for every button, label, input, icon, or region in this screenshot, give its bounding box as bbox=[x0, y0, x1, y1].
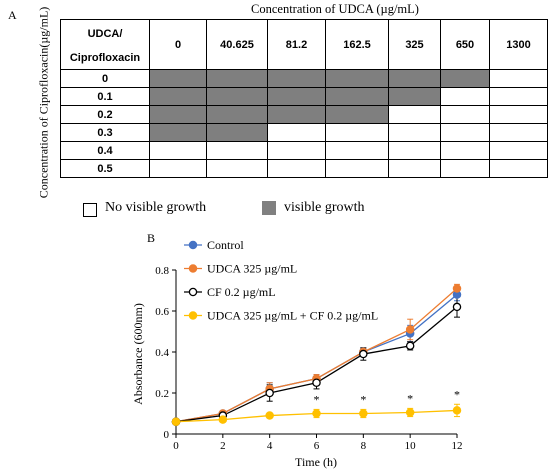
legend-marker bbox=[188, 287, 198, 297]
y-tick-label: 0.6 bbox=[155, 306, 169, 318]
checkerboard-table: UDCA/ 0 40.625 81.2 162.5 325 650 1300 C… bbox=[60, 19, 548, 178]
data-point bbox=[405, 325, 415, 334]
legend-marker bbox=[188, 311, 198, 320]
corner-header-bottom: Ciprofloxacin bbox=[60, 47, 150, 70]
growth-cell-none bbox=[149, 159, 207, 178]
table-row: 0 bbox=[60, 69, 548, 88]
growth-cell-none bbox=[388, 123, 441, 142]
y-axis-title: Absorbance (600nm) bbox=[131, 303, 145, 405]
data-point bbox=[405, 341, 415, 351]
panel-a-label: A bbox=[8, 8, 17, 22]
growth-cell-none bbox=[388, 141, 441, 160]
x-axis-title: Time (h) bbox=[295, 455, 337, 469]
growth-cell-none bbox=[388, 159, 441, 178]
legend-marker bbox=[188, 240, 198, 250]
data-point bbox=[312, 378, 321, 387]
data-point bbox=[452, 406, 462, 415]
table-row: 0.5 bbox=[60, 159, 548, 178]
data-point bbox=[405, 408, 415, 417]
growth-cell-none bbox=[325, 141, 389, 160]
data-point bbox=[312, 409, 321, 418]
growth-cell-visible bbox=[149, 105, 207, 124]
table-row: 0.3 bbox=[60, 123, 548, 142]
data-point bbox=[452, 284, 462, 293]
legend-label: CF 0.2 µg/mL bbox=[207, 285, 276, 299]
growth-cell-none bbox=[489, 159, 548, 178]
growth-cell-none bbox=[440, 123, 490, 142]
x-tick-label: 2 bbox=[220, 440, 226, 452]
growth-cell-none bbox=[489, 87, 548, 106]
col-header: 325 bbox=[388, 19, 441, 70]
growth-cell-visible bbox=[149, 123, 207, 142]
y-tick-label: 0.2 bbox=[155, 388, 169, 400]
growth-cell-none bbox=[388, 105, 441, 124]
table-row: 0.4 bbox=[60, 141, 548, 160]
growth-cell-visible bbox=[149, 69, 207, 88]
growth-swatch bbox=[262, 201, 276, 215]
col-header: 81.2 bbox=[267, 19, 326, 70]
x-tick-label: 8 bbox=[361, 440, 367, 452]
legend-label: UDCA 325 µg/mL bbox=[207, 262, 297, 276]
data-point bbox=[265, 411, 274, 420]
panel-b-label: B bbox=[147, 231, 156, 245]
legend-label: UDCA 325 µg/mL + CF 0.2 µg/mL bbox=[207, 309, 378, 323]
y-tick-label: 0 bbox=[164, 429, 170, 441]
no-growth-label: No visible growth bbox=[105, 200, 207, 215]
significance-marker: * bbox=[407, 391, 413, 405]
col-header: 162.5 bbox=[325, 19, 389, 70]
col-header: 40.625 bbox=[206, 19, 268, 70]
growth-cell-none bbox=[440, 141, 490, 160]
row-header: 0.1 bbox=[60, 87, 150, 106]
growth-cell-none bbox=[267, 159, 326, 178]
y-tick-label: 0.4 bbox=[155, 347, 169, 359]
no-growth-swatch bbox=[83, 203, 97, 217]
x-tick-label: 6 bbox=[314, 440, 320, 452]
data-point bbox=[171, 417, 181, 426]
data-point bbox=[452, 302, 462, 312]
x-tick-label: 12 bbox=[452, 440, 463, 452]
growth-cell-none bbox=[206, 141, 268, 160]
col-header: 0 bbox=[149, 19, 207, 70]
y-tick-label: 0.8 bbox=[155, 265, 169, 277]
x-tick-label: 10 bbox=[405, 440, 417, 452]
corner-header-top: UDCA/ bbox=[60, 19, 150, 48]
data-point bbox=[218, 415, 228, 424]
growth-cell-none bbox=[489, 123, 548, 142]
growth-cell-visible bbox=[440, 69, 490, 88]
growth-label: visible growth bbox=[284, 200, 365, 215]
growth-cell-none bbox=[325, 159, 389, 178]
data-point bbox=[265, 388, 274, 398]
col-header: 650 bbox=[440, 19, 490, 70]
growth-cell-none bbox=[440, 159, 490, 178]
significance-marker: * bbox=[314, 392, 320, 406]
row-header: 0.5 bbox=[60, 159, 150, 178]
col-header: 1300 bbox=[489, 19, 548, 70]
legend-marker bbox=[188, 264, 198, 273]
data-point bbox=[359, 349, 368, 359]
significance-marker: * bbox=[360, 392, 366, 406]
growth-cell-none bbox=[206, 159, 268, 178]
growth-cell-visible bbox=[267, 69, 326, 88]
data-point bbox=[359, 409, 368, 418]
growth-cell-visible bbox=[149, 87, 207, 106]
growth-cell-visible bbox=[267, 87, 326, 106]
udca-axis-title: Concentration of UDCA (µg/mL) bbox=[251, 2, 419, 16]
growth-cell-none bbox=[149, 141, 207, 160]
growth-cell-visible bbox=[206, 123, 268, 142]
significance-marker: * bbox=[454, 387, 460, 401]
growth-cell-visible bbox=[388, 87, 441, 106]
x-tick-label: 4 bbox=[267, 440, 273, 452]
legend-label: Control bbox=[207, 238, 244, 252]
growth-cell-none bbox=[489, 105, 548, 124]
x-tick-label: 0 bbox=[173, 440, 179, 452]
